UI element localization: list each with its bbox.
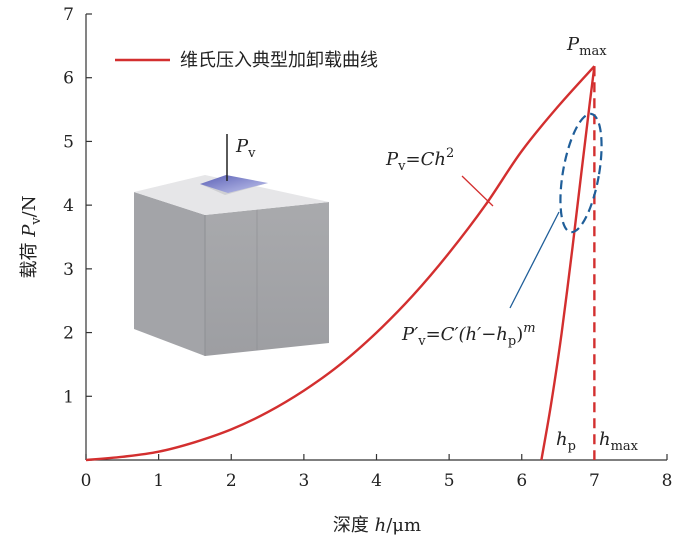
- series-line-unloading: [540, 66, 596, 461]
- cube-top-face: [134, 175, 329, 215]
- series-group: [85, 65, 596, 462]
- cube-front-face: [134, 192, 205, 356]
- x-tick-label: 5: [444, 471, 455, 491]
- y-tick-label: 2: [63, 324, 74, 344]
- legend: 维氏压入典型加卸载曲线: [115, 50, 378, 71]
- y-tick-label: 5: [63, 132, 74, 152]
- x-ticks: 0 1 2 3 4 5 6 7 8: [81, 454, 673, 491]
- cube-right-face: [205, 202, 329, 356]
- x-tick-label: 3: [298, 471, 309, 491]
- series-line-loading: [85, 65, 596, 462]
- y-ticks: 1 2 3 4 5 6 7: [63, 5, 92, 461]
- axes: 0 1 2 3 4 5 6 7 8 1 2 3 4 5 6 7: [63, 5, 672, 491]
- y-tick-label: 1: [63, 387, 74, 407]
- x-tick-label: 2: [226, 471, 237, 491]
- y-axis-label: 载荷 Pv/N: [19, 195, 44, 278]
- x-tick-label: 6: [516, 471, 527, 491]
- x-tick-label: 4: [371, 471, 382, 491]
- y-tick-label: 6: [63, 69, 74, 89]
- y-tick-label: 7: [63, 5, 74, 25]
- x-tick-label: 0: [81, 471, 92, 491]
- hmax-label: hmax: [599, 429, 639, 454]
- y-tick-label: 3: [63, 260, 74, 280]
- x-tick-label: 7: [589, 471, 600, 491]
- x-tick-label: 8: [662, 471, 673, 491]
- annotations: Pmax Pv=Ch2 P′v=C′(h′−hp)m hp hmax: [385, 34, 639, 454]
- indenter-tip: [200, 175, 268, 193]
- hp-label: hp: [556, 429, 576, 454]
- inset-force-label: Pv: [235, 136, 256, 161]
- legend-label: 维氏压入典型加卸载曲线: [180, 50, 378, 71]
- pmax-label: Pmax: [566, 34, 607, 59]
- indentation-cube-illustration: Pv: [134, 134, 329, 356]
- y-tick-label: 4: [63, 196, 74, 216]
- x-tick-label: 1: [153, 471, 164, 491]
- x-axis-label: 深度 h/μm: [333, 515, 421, 536]
- loading-eq-pointer: [461, 175, 494, 207]
- unloading-eq-pointer: [509, 211, 560, 309]
- unloading-equation: P′v=C′(h′−hp)m: [401, 321, 536, 349]
- unloading-fit-ellipse: [559, 112, 603, 234]
- loading-equation: Pv=Ch2: [385, 146, 454, 174]
